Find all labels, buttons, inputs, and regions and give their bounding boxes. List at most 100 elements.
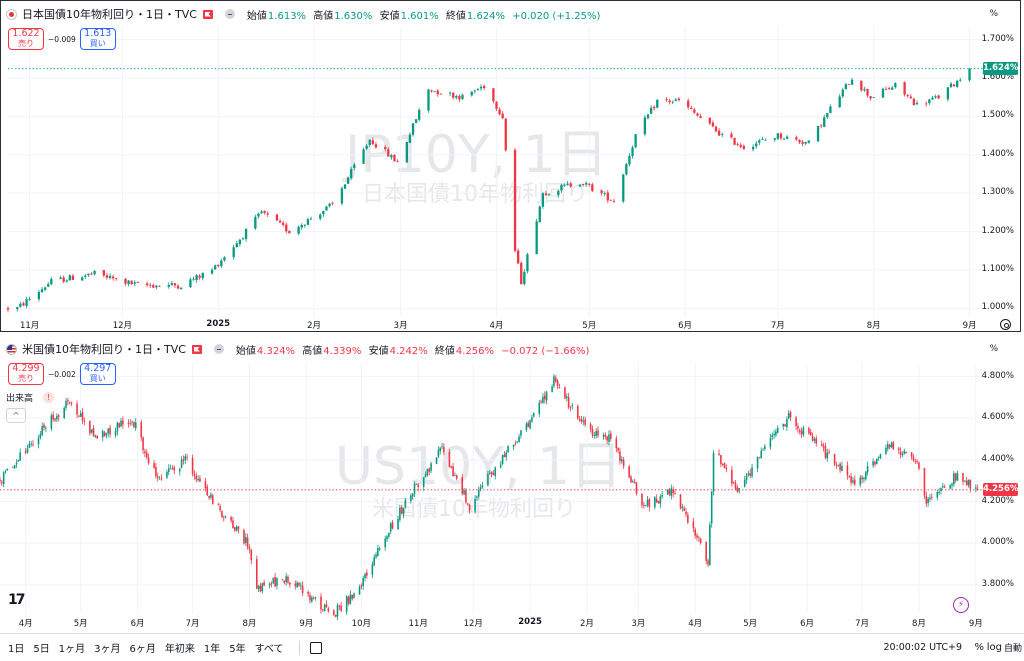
- candle-body: [903, 82, 906, 95]
- candle-body: [864, 471, 867, 480]
- candle-body: [828, 452, 830, 453]
- candle-body: [176, 285, 180, 289]
- collapse-legend-icon[interactable]: [224, 9, 235, 19]
- jp-candles[interactable]: [0, 0, 1024, 335]
- candle-body: [411, 123, 415, 135]
- calendar-icon[interactable]: [309, 641, 322, 654]
- us-chart-pane[interactable]: US10Y, 1日 米国債10年物利回り: [0, 336, 1024, 632]
- time-tick-label: 8月: [911, 619, 926, 629]
- jp-symbol-title[interactable]: 日本国債10年物利回り・1日・TVC: [22, 8, 197, 21]
- candle-body: [565, 396, 568, 398]
- candle-body: [320, 596, 322, 610]
- candle-body: [362, 578, 364, 586]
- candle-body: [312, 597, 315, 599]
- candle-body: [81, 412, 84, 421]
- candle-body: [366, 572, 368, 576]
- candle-body: [413, 484, 416, 494]
- tradingview-logo[interactable]: 17: [8, 592, 26, 608]
- range-button-0[interactable]: 1日: [8, 644, 25, 655]
- candle-body: [588, 183, 591, 185]
- candle-body: [853, 479, 856, 485]
- auto-scale-toggle[interactable]: 自動: [1003, 644, 1022, 654]
- candle-body: [482, 86, 486, 89]
- candle-body: [136, 282, 140, 283]
- lightning-icon[interactable]: ⚡: [953, 597, 969, 613]
- candle-body: [576, 405, 579, 419]
- candle-body: [422, 477, 425, 487]
- us-candles[interactable]: [0, 336, 1024, 632]
- us-buy-button[interactable]: 4.297 買い: [79, 363, 116, 385]
- candle-body: [433, 91, 436, 93]
- candle-body: [198, 275, 201, 278]
- candle-body: [371, 140, 374, 145]
- candle-body: [556, 380, 559, 387]
- candle-body: [259, 585, 262, 592]
- settings-gear-icon[interactable]: [1000, 319, 1011, 330]
- candle-body: [201, 273, 204, 279]
- candle-body: [353, 593, 355, 599]
- candle-body: [951, 483, 953, 486]
- candle-body: [43, 287, 47, 290]
- candle-body: [881, 88, 885, 98]
- candle-body: [208, 495, 210, 498]
- jp-chart-pane[interactable]: JP10Y, 1日 日本国債10年物利回り 日本国債10年物利回り・1日・TVC…: [0, 0, 1024, 335]
- candle-body: [127, 423, 130, 424]
- jp-buy-button[interactable]: 1.613 買い: [79, 28, 116, 50]
- range-button-2[interactable]: 1ヶ月: [58, 644, 86, 655]
- range-button-3[interactable]: 3ヶ月: [94, 644, 121, 655]
- range-button-4[interactable]: 6ヶ月: [129, 644, 156, 655]
- candle-body: [371, 564, 374, 575]
- candle-body: [307, 592, 309, 594]
- candle-body: [755, 143, 758, 147]
- clock-time[interactable]: 20:00:02 UTC+9: [883, 642, 962, 653]
- candle-body: [426, 468, 429, 476]
- flag-marker-icon[interactable]: [191, 344, 202, 354]
- candle-body: [171, 468, 174, 470]
- sell-label: 売り: [18, 39, 34, 48]
- candle-body: [846, 465, 849, 476]
- candle-body: [281, 579, 284, 580]
- us-symbol-title[interactable]: 米国債10年物利回り・1日・TVC: [22, 343, 186, 356]
- candle-body: [543, 395, 546, 400]
- candle-body: [860, 80, 863, 91]
- candle-body: [800, 430, 803, 435]
- time-tick-label: 9月: [962, 321, 977, 331]
- range-button-5[interactable]: 年初来: [164, 644, 195, 655]
- candle-body: [300, 585, 302, 587]
- candle-body: [677, 98, 681, 101]
- candle-body: [591, 428, 594, 436]
- range-button-6[interactable]: 1年: [203, 644, 221, 655]
- warning-icon[interactable]: !: [43, 392, 55, 403]
- range-button-7[interactable]: 5年: [229, 644, 246, 655]
- volume-indicator-label[interactable]: 出来高 !: [6, 391, 55, 404]
- candle-body: [155, 285, 158, 288]
- candle-body: [756, 456, 759, 469]
- candle-body: [182, 459, 185, 461]
- candle-body: [498, 109, 501, 115]
- candle-body: [152, 285, 155, 288]
- jp-sell-button[interactable]: 1.622 売り: [8, 28, 44, 50]
- collapse-legend-icon[interactable]: [213, 344, 224, 354]
- candle-body: [826, 452, 829, 459]
- range-button-8[interactable]: すべて: [254, 644, 284, 655]
- candle-body: [374, 144, 378, 148]
- percent-scale-toggle[interactable]: %: [974, 642, 984, 653]
- open-label: 始値: [246, 10, 267, 22]
- candle-body: [547, 194, 551, 196]
- candle-body: [191, 458, 194, 474]
- candle-body: [340, 605, 342, 611]
- candle-body: [813, 439, 816, 441]
- flag-marker-icon[interactable]: [202, 9, 213, 19]
- candle-body: [798, 430, 801, 432]
- log-scale-toggle[interactable]: log: [986, 642, 1002, 653]
- candle-body: [476, 496, 478, 498]
- candle-body: [785, 136, 789, 139]
- candle-body: [115, 278, 118, 279]
- candle-body: [760, 450, 763, 459]
- us-sell-button[interactable]: 4.299 売り: [8, 363, 44, 385]
- collapse-indicators-button[interactable]: ^: [6, 408, 26, 423]
- candle-body: [564, 387, 566, 399]
- range-button-1[interactable]: 5日: [33, 644, 50, 655]
- candle-body: [402, 508, 405, 515]
- candle-body: [424, 474, 427, 478]
